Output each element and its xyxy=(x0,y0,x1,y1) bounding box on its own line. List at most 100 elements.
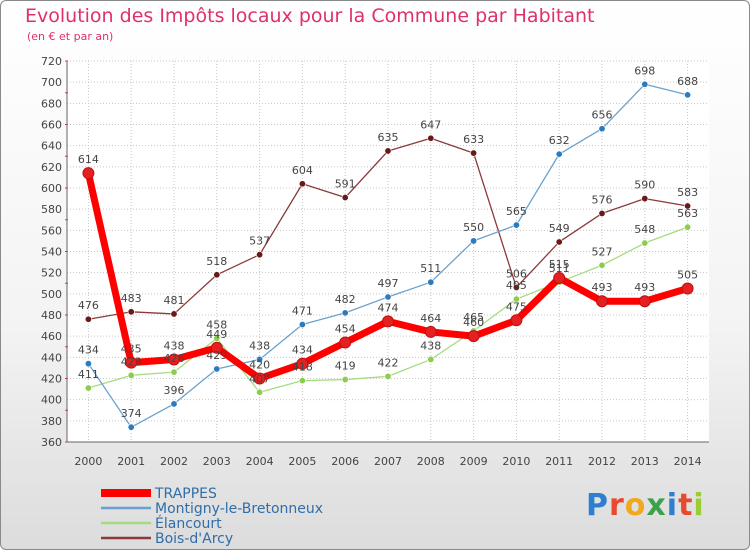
data-point-montigny-le-bretonneux xyxy=(598,125,606,133)
x-tick-label: 2000 xyxy=(74,455,102,468)
data-label-bois-d-arcy: 583 xyxy=(677,186,698,199)
data-label-montigny-le-bretonneux: 497 xyxy=(378,277,399,290)
x-tick-label: 2010 xyxy=(502,455,530,468)
y-tick-label: 540 xyxy=(41,246,62,259)
data-label-bois-d-arcy: 647 xyxy=(420,118,441,131)
data-label-trappes: 614 xyxy=(78,153,99,166)
data-point--lancourt xyxy=(341,376,349,384)
y-tick-label: 460 xyxy=(41,330,62,343)
data-label-bois-d-arcy: 576 xyxy=(592,193,613,206)
data-point-trappes xyxy=(210,341,223,354)
data-point-montigny-le-bretonneux xyxy=(470,237,478,245)
data-point--lancourt xyxy=(298,377,306,385)
data-point--lancourt xyxy=(213,334,221,342)
data-label-trappes: 438 xyxy=(164,339,185,352)
x-tick-label: 2002 xyxy=(160,455,188,468)
data-point--lancourt xyxy=(598,261,606,269)
data-label-bois-d-arcy: 483 xyxy=(121,292,142,305)
y-tick-label: 580 xyxy=(41,203,62,216)
data-point--lancourt xyxy=(427,355,435,363)
legend-label-trappes: TRAPPES xyxy=(154,486,217,502)
data-label--lancourt: 418 xyxy=(292,361,313,374)
legend-label-montigny-le-bretonneux: Montigny-le-Bretonneux xyxy=(155,501,323,517)
data-point-montigny-le-bretonneux xyxy=(298,321,306,329)
data-point-bois-d-arcy xyxy=(427,134,435,142)
data-point-trappes xyxy=(382,315,394,328)
data-point-trappes xyxy=(553,271,566,284)
data-point-trappes xyxy=(168,353,180,366)
y-tick-label: 400 xyxy=(41,394,62,407)
data-point-bois-d-arcy xyxy=(170,310,178,318)
data-label-montigny-le-bretonneux: 688 xyxy=(677,75,698,88)
data-label-bois-d-arcy: 604 xyxy=(292,164,313,177)
data-point-bois-d-arcy xyxy=(598,209,606,217)
data-label-trappes: 493 xyxy=(634,281,655,294)
data-point-trappes xyxy=(467,330,480,343)
data-point-bois-d-arcy xyxy=(384,147,392,155)
logo-letter: i xyxy=(666,488,679,523)
data-point-bois-d-arcy xyxy=(555,238,563,246)
data-point-bois-d-arcy xyxy=(341,194,349,202)
data-point-montigny-le-bretonneux xyxy=(127,423,135,431)
data-label-montigny-le-bretonneux: 632 xyxy=(549,134,570,147)
data-label-montigny-le-bretonneux: 482 xyxy=(335,293,356,306)
data-point-trappes xyxy=(125,356,138,369)
data-label-bois-d-arcy: 633 xyxy=(463,133,484,146)
data-point--lancourt xyxy=(684,223,692,231)
data-label-bois-d-arcy: 635 xyxy=(378,131,399,144)
legend-label-bois-d-arcy: Bois-d'Arcy xyxy=(155,531,233,547)
data-point-bois-d-arcy xyxy=(512,283,520,291)
data-point-bois-d-arcy xyxy=(213,271,221,279)
data-label-trappes: 434 xyxy=(292,344,313,357)
x-tick-label: 2012 xyxy=(588,455,616,468)
data-point--lancourt xyxy=(512,295,520,303)
data-label-montigny-le-bretonneux: 374 xyxy=(121,407,142,420)
data-point--lancourt xyxy=(170,368,178,376)
data-label-bois-d-arcy: 506 xyxy=(506,267,527,280)
x-tick-label: 2006 xyxy=(331,455,359,468)
data-point-trappes xyxy=(681,282,694,295)
data-point-montigny-le-bretonneux xyxy=(555,150,563,158)
data-point-trappes xyxy=(510,314,523,327)
data-point-bois-d-arcy xyxy=(641,195,649,203)
data-label-montigny-le-bretonneux: 698 xyxy=(634,64,655,77)
data-point-montigny-le-bretonneux xyxy=(170,400,178,408)
legend-label--lancourt: Élancourt xyxy=(155,515,222,532)
chart-title: Evolution des Impôts locaux pour la Comm… xyxy=(25,5,595,27)
y-tick-label: 360 xyxy=(41,436,62,449)
y-tick-label: 660 xyxy=(41,119,62,132)
data-point-montigny-le-bretonneux xyxy=(641,80,649,88)
data-label-montigny-le-bretonneux: 438 xyxy=(249,339,270,352)
data-label-bois-d-arcy: 481 xyxy=(164,294,185,307)
data-label-montigny-le-bretonneux: 429 xyxy=(206,349,227,362)
chart-subtitle: (en € et par an) xyxy=(27,30,114,43)
data-point-trappes xyxy=(638,295,651,308)
logo-letter: t xyxy=(678,488,694,523)
y-tick-label: 440 xyxy=(41,351,62,364)
data-point-trappes xyxy=(596,295,608,308)
data-point--lancourt xyxy=(127,371,135,379)
x-tick-label: 2005 xyxy=(288,455,316,468)
data-label-trappes: 420 xyxy=(249,359,270,372)
y-tick-label: 600 xyxy=(41,182,62,195)
data-point-montigny-le-bretonneux xyxy=(512,221,520,229)
data-point-trappes xyxy=(82,167,95,180)
data-label-trappes: 474 xyxy=(378,301,399,314)
data-point-montigny-le-bretonneux xyxy=(84,360,92,368)
y-tick-label: 560 xyxy=(41,224,62,237)
y-tick-label: 700 xyxy=(41,76,62,89)
x-tick-label: 2008 xyxy=(417,455,445,468)
data-point-montigny-le-bretonneux xyxy=(341,309,349,317)
y-tick-label: 620 xyxy=(41,161,62,174)
data-label-montigny-le-bretonneux: 434 xyxy=(78,344,99,357)
data-label-trappes: 449 xyxy=(206,328,227,341)
x-tick-label: 2001 xyxy=(117,455,145,468)
data-label--lancourt: 563 xyxy=(677,207,698,220)
data-label-montigny-le-bretonneux: 656 xyxy=(592,109,613,122)
y-tick-label: 500 xyxy=(41,288,62,301)
data-point-montigny-le-bretonneux xyxy=(256,355,264,363)
data-point-trappes xyxy=(339,336,352,349)
data-point-trappes xyxy=(424,325,437,338)
logo-letter: r xyxy=(609,488,625,523)
